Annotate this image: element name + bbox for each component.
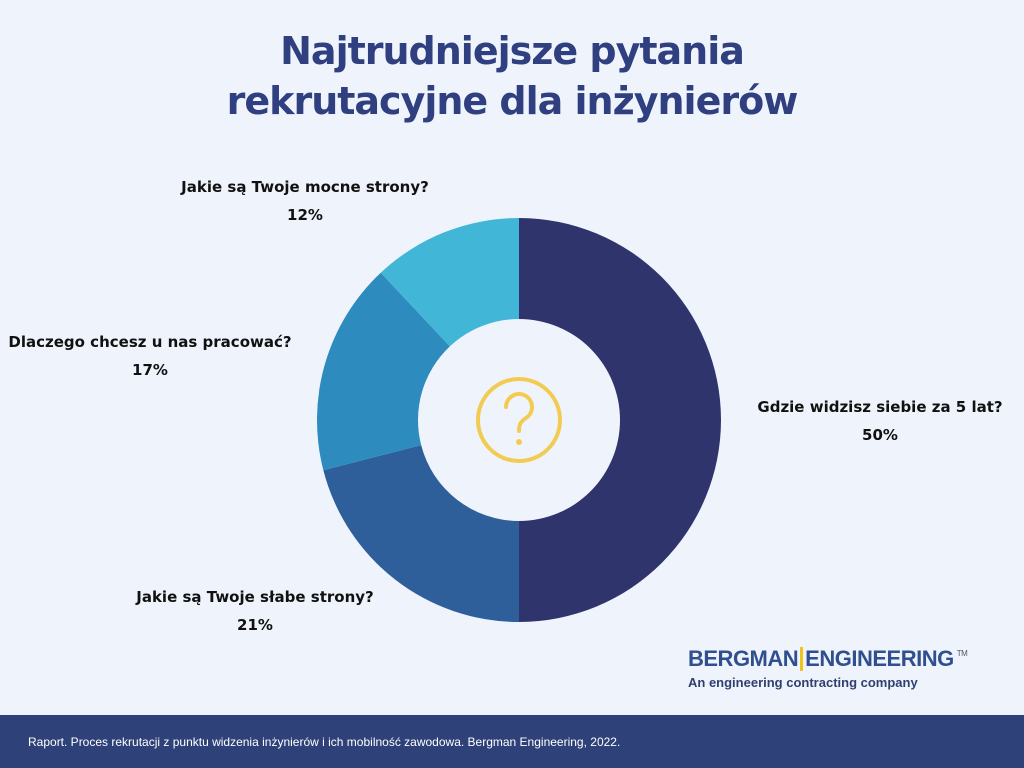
- brand-divider-bar: [800, 647, 804, 671]
- donut-slice-why-us: [316, 272, 450, 471]
- brand-logo: BERGMAN ENGINEERING TM An engineering co…: [688, 646, 968, 690]
- brand-name-right: ENGINEERING: [805, 646, 954, 671]
- slice-label-why-us-value: 17%: [132, 361, 168, 379]
- slice-label-strengths-category: Jakie są Twoje mocne strony?: [181, 178, 429, 196]
- slice-label-weaknesses: Jakie są Twoje słabe strony? 21%: [100, 583, 410, 639]
- slice-label-why-us: Dlaczego chcesz u nas pracować? 17%: [5, 328, 295, 384]
- donut-chart: [316, 218, 721, 622]
- slice-label-5-years: Gdzie widzisz siebie za 5 lat? 50%: [740, 393, 1020, 449]
- brand-tagline: An engineering contracting company: [688, 675, 918, 690]
- donut-slice-5-years: [519, 218, 721, 622]
- footer-source-text: Raport. Proces rekrutacji z punktu widze…: [28, 735, 621, 749]
- brand-name: BERGMAN ENGINEERING TM: [688, 646, 968, 672]
- question-mark-circle-icon: [476, 377, 562, 463]
- slice-label-strengths: Jakie są Twoje mocne strony? 12%: [160, 173, 450, 229]
- donut-slice-strengths: [380, 218, 519, 347]
- slice-label-why-us-category: Dlaczego chcesz u nas pracować?: [8, 333, 292, 351]
- brand-name-left: BERGMAN: [688, 646, 799, 671]
- slice-label-strengths-value: 12%: [287, 206, 323, 224]
- slice-label-5-years-category: Gdzie widzisz siebie za 5 lat?: [757, 398, 1003, 416]
- footer-bar: Raport. Proces rekrutacji z punktu widze…: [0, 715, 1024, 768]
- chart-title-line-1: Najtrudniejsze pytania: [280, 29, 745, 73]
- brand-trademark: TM: [956, 649, 968, 658]
- slice-label-weaknesses-value: 21%: [237, 616, 273, 634]
- chart-title-line-2: rekrutacyjne dla inżynierów: [226, 79, 799, 123]
- slice-label-weaknesses-category: Jakie są Twoje słabe strony?: [136, 588, 374, 606]
- slice-label-5-years-value: 50%: [862, 426, 898, 444]
- chart-title: Najtrudniejsze pytania rekrutacyjne dla …: [0, 26, 1024, 126]
- donut-slice-weaknesses: [323, 445, 519, 622]
